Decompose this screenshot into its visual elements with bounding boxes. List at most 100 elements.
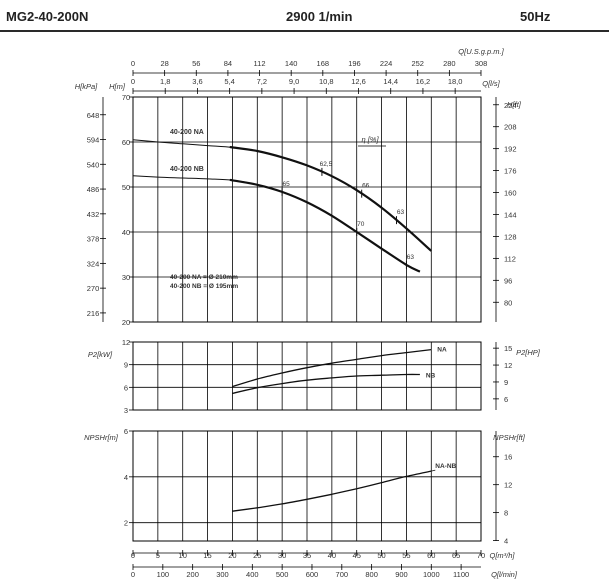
axis-lmin-tick-label: 600 [306,570,319,579]
axis-hft-tick-label: 128 [504,232,517,241]
axis-hm-tick-label: 30 [122,273,130,282]
axis-npshm-tick-label: 4 [124,473,128,482]
axis-ls-tick-label: 9,0 [289,77,299,86]
axis-npshft-tick-label: 16 [504,453,512,462]
axis-ls-tick-label: 3,6 [192,77,202,86]
axis-npshm-tick-label: 2 [124,519,128,528]
axis-kpa-label: H[kPa] [75,82,98,91]
axis-usgpm-tick-label: 168 [317,59,330,68]
head-series-nb-label: 40-200 NB [170,166,204,173]
axis-lmin-tick-label: 200 [186,570,199,579]
axis-p2hp-tick-label: 15 [504,344,512,353]
efficiency-mark-label: 63 [407,254,415,261]
axis-p2hp-tick-label: 9 [504,378,508,387]
axis-hm-tick-label: 40 [122,228,130,237]
axis-ls-tick-label: 5,4 [224,77,234,86]
axis-m3h-tick-label: 10 [179,551,187,560]
axis-hft-tick-label: 112 [504,254,516,263]
axis-ls-tick-label: 18,0 [448,77,463,86]
power-curve-na [232,348,432,388]
axis-hm-tick-label: 20 [122,318,130,327]
axis-lmin-tick-label: 700 [336,570,349,579]
axis-ls-tick-label: 10,8 [319,77,334,86]
axis-usgpm-tick-label: 280 [443,59,456,68]
axis-m3h-tick-label: 20 [228,551,236,560]
axis-usgpm-tick-label: 56 [192,59,200,68]
axis-lmin-tick-label: 100 [157,570,170,579]
axis-ls-tick-label: 14,4 [383,77,398,86]
axis-p2kw-label: P2[kW] [88,350,113,359]
efficiency-mark-label: 66 [362,183,370,190]
axis-m3h-tick-label: 60 [427,551,435,560]
efficiency-mark-label: 62,5 [320,161,333,168]
axis-m3h-tick-label: 25 [253,551,261,560]
axis-kpa-tick-label: 594 [87,136,100,145]
axis-hft-tick-label: 96 [504,276,512,285]
head-curve-na-operating [229,146,433,252]
axis-m3h-tick-label: 55 [402,551,410,560]
speed-label: 2900 1/min [286,9,353,24]
axis-usgpm-label: Q[U.S.g.p.m.] [458,47,504,56]
axis-hft-tick-label: 176 [504,167,517,176]
axis-lmin-tick-label: 0 [131,570,135,579]
axis-kpa-tick-label: 432 [87,210,100,219]
axis-p2hp-label: P2[HP] [516,348,541,357]
axis-usgpm-tick-label: 140 [285,59,298,68]
frequency-label: 50Hz [520,9,551,24]
axis-p2hp-tick-label: 12 [504,361,512,370]
axis-lmin-tick-label: 900 [395,570,408,579]
axis-p2kw-tick-label: 6 [124,383,128,392]
axis-lmin-tick-label: 300 [216,570,229,579]
axis-npshft-tick-label: 8 [504,509,508,518]
header-rule [0,30,609,32]
axis-p2kw-tick-label: 12 [122,338,130,347]
axis-m3h-tick-label: 50 [377,551,385,560]
axis-npshft-tick-label: 4 [504,537,508,546]
axis-hft-tick-label: 80 [504,298,512,307]
axis-hm-label: H[m] [109,82,126,91]
efficiency-mark-label: 70 [357,221,365,228]
power-series-nb-label: NB [426,372,436,379]
axis-kpa-tick-label: 270 [87,284,100,293]
header: MG2-40-200N 2900 1/min 50Hz [0,0,609,30]
axis-ls-tick-label: 12,6 [351,77,366,86]
axis-usgpm-tick-label: 84 [224,59,232,68]
axis-usgpm-tick-label: 196 [348,59,361,68]
axis-hft-tick-label: 192 [504,145,517,154]
axis-usgpm-tick-label: 0 [131,59,135,68]
impeller-note-nb: 40-200 NB = Ø 195mm [170,283,238,290]
head-curve-nb-operating [229,178,421,273]
axis-usgpm-tick-label: 252 [411,59,424,68]
power-curve-nb [232,373,420,395]
axis-npshm-tick-label: 6 [124,427,128,436]
axis-hm-tick-label: 70 [122,93,130,102]
axis-hft-tick-label: 160 [504,189,517,198]
axis-ls-tick-label: 16,2 [416,77,431,86]
axis-kpa-tick-label: 648 [87,111,100,120]
axis-p2kw-tick-label: 3 [124,406,128,415]
axis-p2kw-tick-label: 9 [124,361,128,370]
axis-lmin-tick-label: 800 [365,570,378,579]
axis-usgpm-tick-label: 308 [475,59,488,68]
axis-usgpm-tick-label: 112 [254,59,266,68]
axis-m3h-tick-label: 45 [353,551,361,560]
efficiency-mark-label: 63 [397,209,405,216]
axis-npshft-tick-label: 12 [504,481,512,490]
model-title: MG2-40-200N [6,9,89,24]
axis-ls-tick-label: 0 [131,77,135,86]
axis-lmin-tick-label: 400 [246,570,259,579]
axis-m3h-tick-label: 15 [203,551,211,560]
axis-usgpm-tick-label: 224 [380,59,393,68]
head-series-na-label: 40-200 NA [170,129,204,136]
power-series-na-label: NA [437,347,447,354]
npsh-label-leader [431,469,436,472]
axis-m3h-label: Q[m³/h] [489,551,515,560]
axis-hm-tick-label: 50 [122,183,130,192]
axis-hft-tick-label: 208 [504,123,517,132]
axis-npshm-label: NPSHr[m] [84,433,119,442]
axis-kpa-tick-label: 378 [87,235,100,244]
axis-m3h-tick-label: 65 [452,551,460,560]
axis-lmin-tick-label: 1100 [453,570,469,579]
npsh-series-label: NA-NB [435,463,456,470]
axis-m3h-tick-label: 5 [156,551,160,560]
